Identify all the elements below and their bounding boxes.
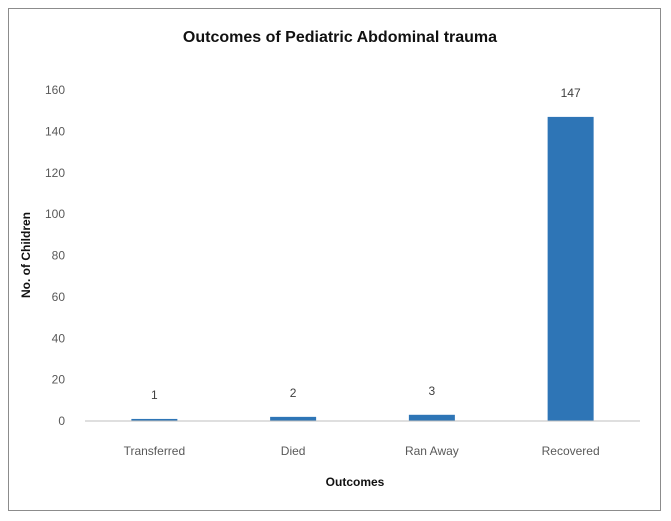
y-tick-label: 40 — [52, 331, 66, 345]
y-tick-label: 60 — [52, 290, 66, 304]
data-label: 2 — [290, 386, 297, 400]
bar-died — [270, 416, 317, 421]
data-label: 3 — [429, 384, 436, 398]
y-tick-label: 160 — [45, 83, 65, 97]
data-label: 147 — [561, 86, 581, 100]
x-tick-label: Died — [281, 444, 306, 458]
data-label: 1 — [151, 388, 158, 402]
bars — [131, 116, 594, 422]
y-tick-label: 0 — [58, 414, 65, 428]
chart-title: Outcomes of Pediatric Abdominal trauma — [183, 29, 497, 46]
x-tick-label: Recovered — [542, 444, 600, 458]
x-tick-label: Ran Away — [405, 444, 459, 458]
x-axis-label: Outcomes — [326, 475, 385, 489]
x-tick-label: Transferred — [124, 444, 186, 458]
data-labels: 1 2 3 147 — [151, 86, 581, 402]
y-axis-ticks: 0 20 40 60 80 100 120 140 160 — [45, 83, 65, 428]
y-tick-label: 100 — [45, 207, 65, 221]
y-axis-label: No. of Children — [19, 212, 33, 298]
bar-recovered — [547, 116, 594, 422]
x-axis-ticks: Transferred Died Ran Away Recovered — [124, 444, 600, 458]
bar-ran-away — [408, 414, 455, 421]
y-tick-label: 120 — [45, 166, 65, 180]
bar-transferred — [131, 418, 178, 421]
y-tick-label: 80 — [52, 249, 66, 263]
y-tick-label: 20 — [52, 373, 66, 387]
y-tick-label: 140 — [45, 124, 65, 138]
